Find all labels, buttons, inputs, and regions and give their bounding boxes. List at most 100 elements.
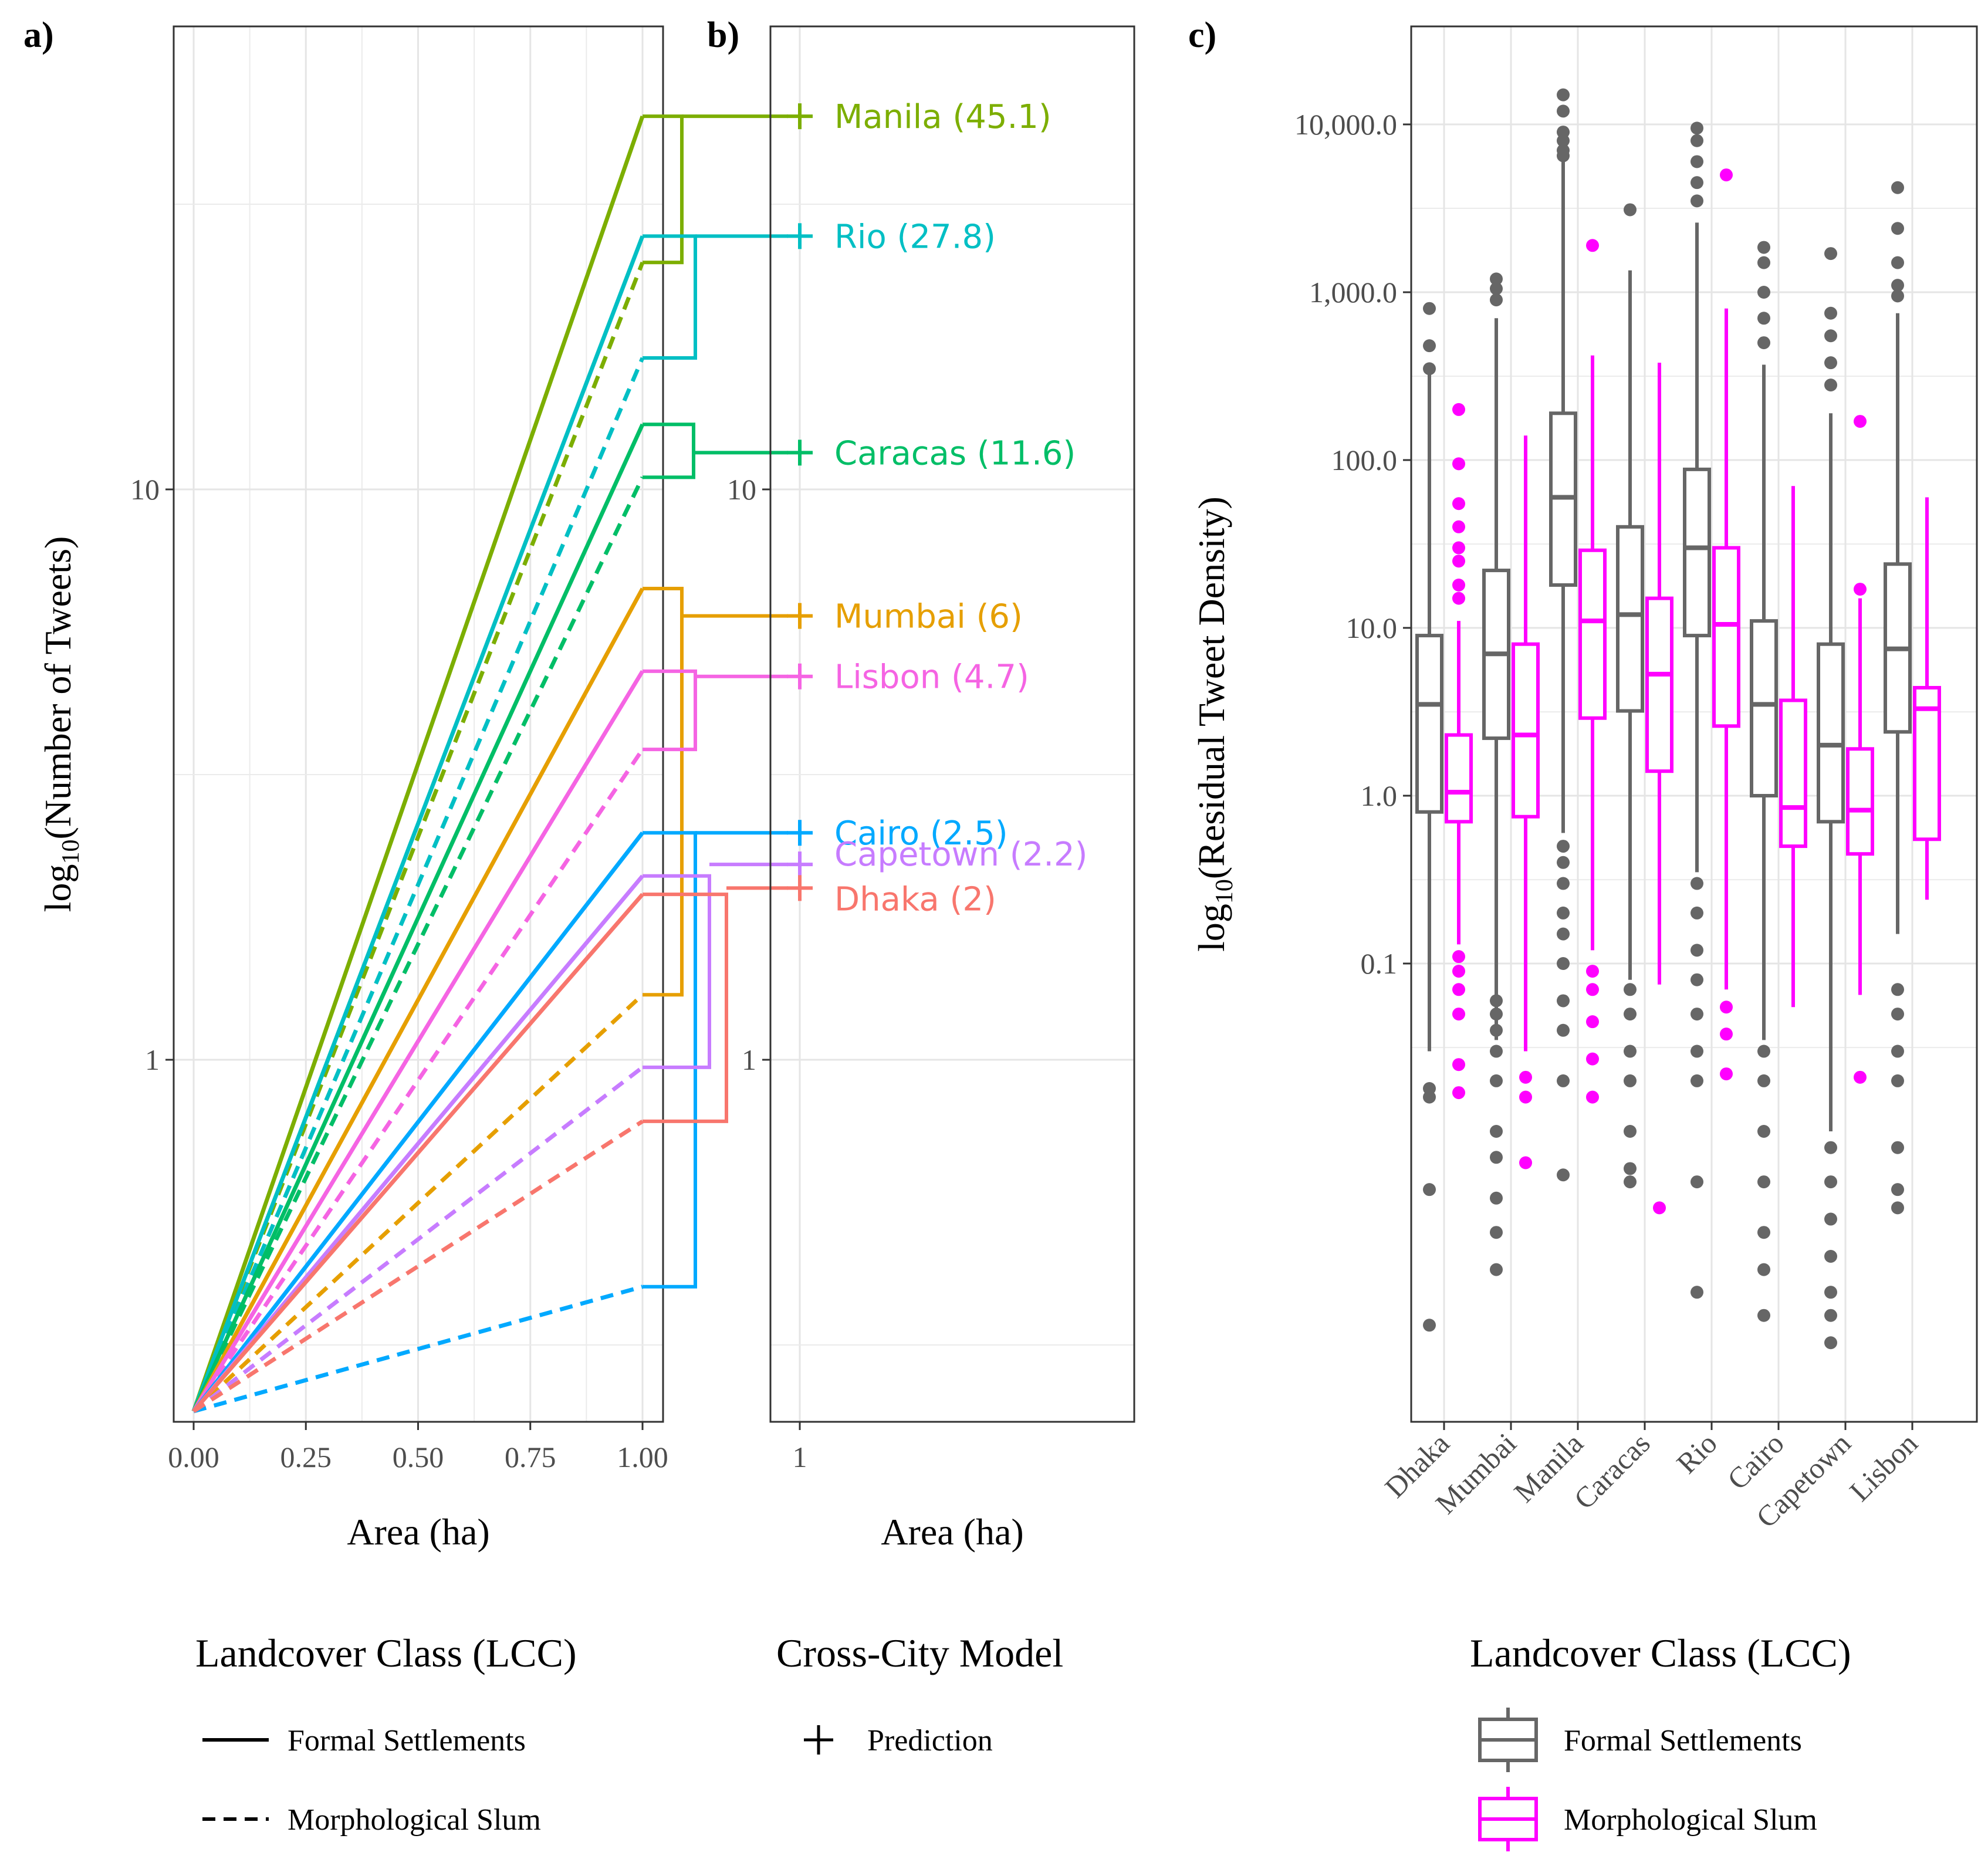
formal-outlier-dhaka-2: [1423, 362, 1436, 376]
formal-outlier-rio-3: [1691, 176, 1703, 190]
formal-outlier-mumbai-1: [1490, 282, 1503, 295]
formal-outlier-mumbai-2: [1490, 293, 1503, 307]
slum-outlier-dhaka-4: [1452, 541, 1465, 555]
formal-outlier-mumbai-7: [1490, 1074, 1503, 1087]
formal-outlier-capetown-5: [1824, 1141, 1837, 1154]
panel-b-border: [769, 25, 1135, 1423]
formal-outlier-mumbai-8: [1490, 1125, 1503, 1138]
slum-box-caracas: [1645, 596, 1673, 773]
slum-outlier-mumbai-2: [1519, 1156, 1532, 1169]
slum-outlier-rio-2: [1720, 1027, 1733, 1041]
formal-outlier-mumbai-4: [1490, 1008, 1503, 1021]
panel-c-y-tick-label-3: 100.0: [1331, 444, 1398, 476]
formal-outlier-cairo-6: [1757, 1074, 1770, 1087]
formal-outlier-dhaka-6: [1423, 1319, 1436, 1332]
panel-c-y-tick-label-0: 0.1: [1361, 947, 1398, 980]
formal-outlier-dhaka-1: [1423, 339, 1436, 353]
formal-outlier-cairo-2: [1757, 286, 1770, 299]
formal-outlier-manila-15: [1557, 1168, 1570, 1182]
formal-outlier-dhaka-4: [1423, 1090, 1436, 1104]
formal-outlier-capetown-7: [1824, 1212, 1837, 1226]
slum-outlier-dhaka-11: [1452, 1008, 1465, 1021]
formal-outlier-manila-8: [1557, 877, 1570, 890]
formal-box-caracas: [1616, 525, 1644, 713]
formal-line-dhaka: [192, 893, 644, 1413]
formal-outlier-manila-11: [1557, 957, 1570, 970]
panel-a-y-tick-label-0: 1: [145, 1043, 160, 1076]
formal-outlier-lisbon-7: [1891, 1045, 1904, 1058]
bracket-capetown: [643, 874, 711, 1069]
legend-box-slum-label: Morphological Slum: [1564, 1803, 1817, 1837]
slum-outlier-manila-4: [1586, 1052, 1599, 1066]
formal-outlier-lisbon-1: [1891, 222, 1904, 235]
panel-a-lines: [191, 115, 645, 1414]
bracket-lisbon: [643, 669, 697, 752]
slum-outlier-manila-2: [1586, 983, 1599, 996]
slum-line-manila: [191, 261, 645, 1412]
formal-outlier-lisbon-4: [1891, 289, 1904, 303]
slum-line-lisbon: [192, 748, 644, 1412]
slum-outlier-manila-0: [1586, 239, 1599, 252]
slum-line-caracas: [191, 476, 645, 1412]
formal-outlier-cairo-11: [1757, 1309, 1770, 1322]
slum-box-dhaka: [1445, 733, 1473, 824]
formal-outlier-capetown-3: [1824, 356, 1837, 370]
bracket-caracas: [643, 422, 695, 479]
formal-outlier-caracas-0: [1624, 203, 1637, 217]
bracket-mumbai: [643, 587, 684, 997]
slum-outlier-mumbai-0: [1519, 1070, 1532, 1084]
slum-box-cairo: [1779, 698, 1807, 849]
panel-c-y-tick-label-5: 10,000.0: [1294, 108, 1397, 141]
formal-outlier-lisbon-0: [1891, 181, 1904, 194]
formal-outlier-mumbai-12: [1490, 1263, 1503, 1276]
formal-outlier-rio-9: [1691, 1008, 1703, 1021]
slum-line-cairo: [193, 1285, 643, 1414]
panel-c-y-tick-label-1: 1.0: [1361, 779, 1398, 812]
formal-outlier-lisbon-10: [1891, 1183, 1904, 1196]
slum-box-rio: [1712, 546, 1740, 728]
prediction-label-cairo: Cairo (2.5): [834, 814, 1008, 853]
formal-outlier-caracas-3: [1624, 1045, 1637, 1058]
formal-outlier-capetown-1: [1824, 306, 1837, 320]
formal-outlier-lisbon-5: [1891, 983, 1904, 996]
legend-landcover-lines: Landcover Class (LCC) Formal Settlements…: [195, 1631, 577, 1837]
legend-cross-city: Cross-City Model Prediction: [776, 1631, 1063, 1757]
legend-box-title: Landcover Class (LCC): [1470, 1631, 1851, 1675]
formal-outlier-cairo-3: [1757, 312, 1770, 325]
formal-line-rio: [191, 235, 645, 1412]
panel-b: b) Manila (45.1) Rio (27.8) Caracas (11.6)…: [707, 15, 1135, 1553]
prediction-label-mumbai: Mumbai (6): [834, 598, 1023, 636]
formal-outlier-lisbon-3: [1891, 279, 1904, 292]
formal-outlier-caracas-4: [1624, 1074, 1637, 1087]
formal-outlier-lisbon-11: [1891, 1201, 1904, 1215]
slum-outlier-dhaka-12: [1452, 1058, 1465, 1071]
formal-outlier-rio-2: [1691, 155, 1703, 168]
formal-outlier-lisbon-6: [1891, 1008, 1904, 1021]
slum-outlier-manila-5: [1586, 1090, 1599, 1104]
panel-b-grid: [770, 26, 1134, 1422]
formal-line-caracas: [191, 423, 645, 1412]
formal-outlier-cairo-9: [1757, 1226, 1770, 1239]
formal-outlier-rio-1: [1691, 134, 1703, 147]
panel-a-brackets: [643, 114, 788, 1289]
formal-box-dhaka: [1415, 634, 1443, 814]
slum-outlier-dhaka-7: [1452, 591, 1465, 605]
panel-a-tag: a): [23, 15, 54, 55]
formal-box-cairo: [1750, 619, 1778, 798]
slum-outlier-dhaka-3: [1452, 520, 1465, 533]
prediction-label-capetown: Capetown (2.2): [834, 836, 1087, 874]
slum-outlier-rio-1: [1720, 1000, 1733, 1014]
panel-b-y-tick-label-0: 1: [742, 1043, 756, 1076]
slum-outlier-dhaka-5: [1452, 555, 1465, 568]
prediction-label-caracas: Caracas (11.6): [834, 434, 1076, 472]
formal-outlier-cairo-0: [1757, 241, 1770, 254]
panel-a-x-tick-label-0: 0.00: [168, 1441, 219, 1473]
slum-outlier-dhaka-10: [1452, 983, 1465, 996]
formal-outlier-manila-7: [1557, 856, 1570, 869]
slum-outlier-dhaka-2: [1452, 497, 1465, 511]
slum-outlier-dhaka-6: [1452, 578, 1465, 591]
formal-outlier-manila-0: [1557, 88, 1570, 102]
formal-outlier-manila-14: [1557, 1074, 1570, 1087]
formal-line-mumbai: [191, 587, 645, 1412]
formal-line-lisbon: [192, 670, 644, 1412]
